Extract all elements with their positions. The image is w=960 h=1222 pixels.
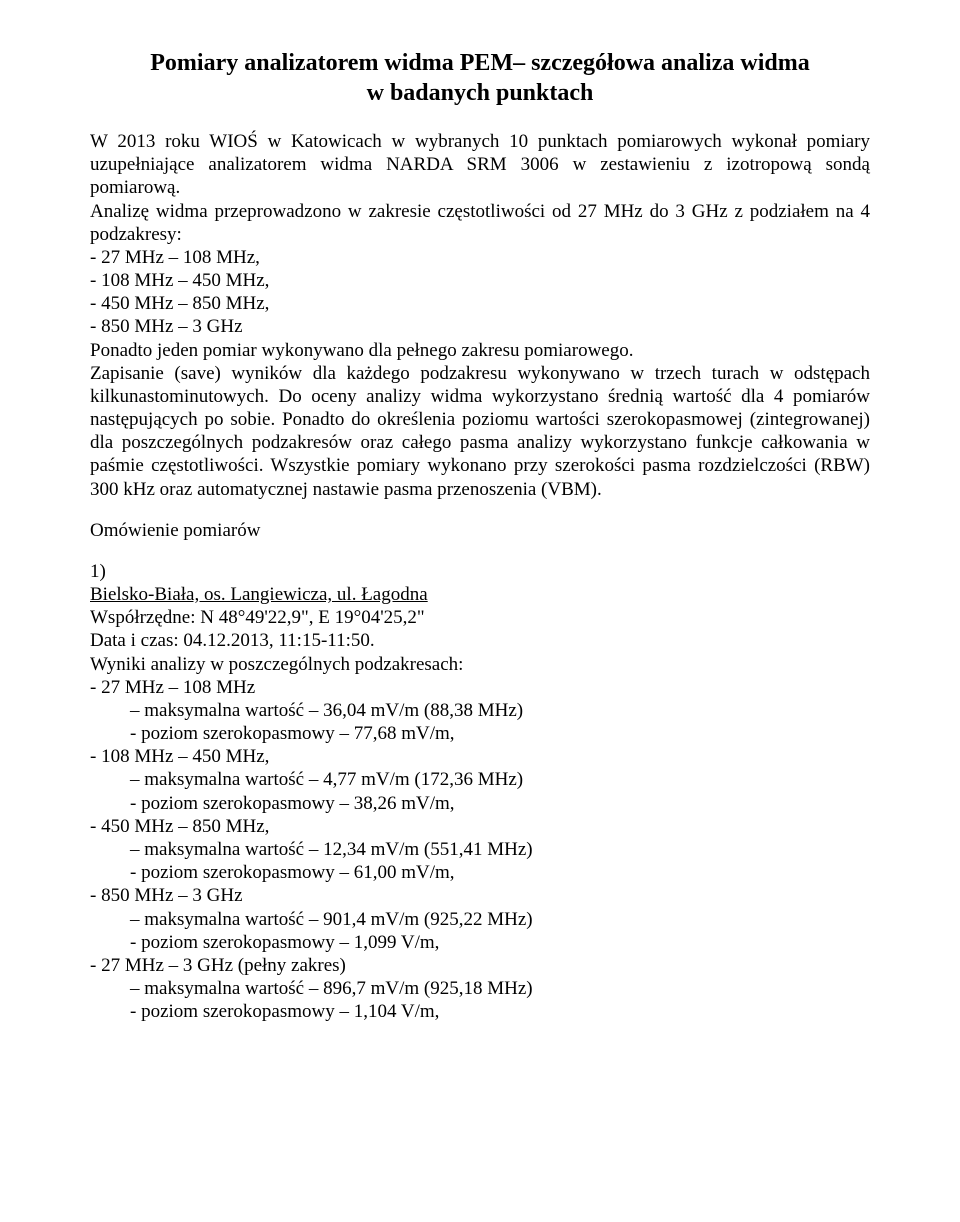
- range-label: - 450 MHz – 850 MHz,: [90, 815, 870, 838]
- measurement-block-1: - 27 MHz – 108 MHz – maksymalna wartość …: [90, 676, 870, 746]
- range-2: - 108 MHz – 450 MHz,: [90, 269, 870, 292]
- subheading: Omówienie pomiarów: [90, 519, 870, 542]
- range-label: - 27 MHz – 3 GHz (pełny zakres): [90, 954, 870, 977]
- measurement-item-1: 1) Bielsko-Biała, os. Langiewicza, ul. Ł…: [90, 560, 870, 676]
- broadband-level: - poziom szerokopasmowy – 1,099 V/m,: [130, 931, 870, 954]
- page-title: Pomiary analizatorem widma PEM– szczegół…: [90, 48, 870, 108]
- title-line-2: w badanych punktach: [367, 80, 594, 106]
- document-page: Pomiary analizatorem widma PEM– szczegół…: [0, 0, 960, 1222]
- results-label: Wyniki analizy w poszczególnych podzakre…: [90, 654, 463, 675]
- datetime: Data i czas: 04.12.2013, 11:15-11:50.: [90, 630, 375, 651]
- broadband-level: - poziom szerokopasmowy – 38,26 mV/m,: [130, 792, 870, 815]
- range-label: - 850 MHz – 3 GHz: [90, 884, 870, 907]
- max-value: – maksymalna wartość – 901,4 mV/m (925,2…: [130, 908, 870, 931]
- max-value: – maksymalna wartość – 896,7 mV/m (925,1…: [130, 977, 870, 1000]
- title-line-1: Pomiary analizatorem widma PEM– szczegół…: [150, 50, 809, 76]
- measurement-block-5: - 27 MHz – 3 GHz (pełny zakres) – maksym…: [90, 954, 870, 1024]
- measurement-block-2: - 108 MHz – 450 MHz, – maksymalna wartoś…: [90, 745, 870, 815]
- item-number: 1): [90, 560, 144, 583]
- intro-text: W 2013 roku WIOŚ w Katowicach w wybranyc…: [90, 130, 870, 200]
- method-lead: Analizę widma przeprowadzono w zakresie …: [90, 200, 870, 246]
- intro-paragraph: W 2013 roku WIOŚ w Katowicach w wybranyc…: [90, 130, 870, 501]
- range-label: - 108 MHz – 450 MHz,: [90, 745, 870, 768]
- broadband-level: - poziom szerokopasmowy – 61,00 mV/m,: [130, 861, 870, 884]
- location-name: Bielsko-Biała, os. Langiewicza, ul. Łago…: [90, 584, 428, 605]
- coordinates: Współrzędne: N 48°49'22,9", E 19°04'25,2…: [90, 607, 425, 628]
- item-body: Bielsko-Biała, os. Langiewicza, ul. Łago…: [90, 583, 816, 676]
- range-4: - 850 MHz – 3 GHz: [90, 315, 870, 338]
- max-value: – maksymalna wartość – 4,77 mV/m (172,36…: [130, 768, 870, 791]
- broadband-level: - poziom szerokopasmowy – 1,104 V/m,: [130, 1000, 870, 1023]
- max-value: – maksymalna wartość – 36,04 mV/m (88,38…: [130, 699, 870, 722]
- measurement-block-4: - 850 MHz – 3 GHz – maksymalna wartość –…: [90, 884, 870, 954]
- method-line-2: Ponadto jeden pomiar wykonywano dla pełn…: [90, 339, 870, 362]
- range-3: - 450 MHz – 850 MHz,: [90, 292, 870, 315]
- range-1: - 27 MHz – 108 MHz,: [90, 246, 870, 269]
- range-label: - 27 MHz – 108 MHz: [90, 676, 870, 699]
- broadband-level: - poziom szerokopasmowy – 77,68 mV/m,: [130, 722, 870, 745]
- method-line-3: Zapisanie (save) wyników dla każdego pod…: [90, 362, 870, 501]
- max-value: – maksymalna wartość – 12,34 mV/m (551,4…: [130, 838, 870, 861]
- measurement-block-3: - 450 MHz – 850 MHz, – maksymalna wartoś…: [90, 815, 870, 885]
